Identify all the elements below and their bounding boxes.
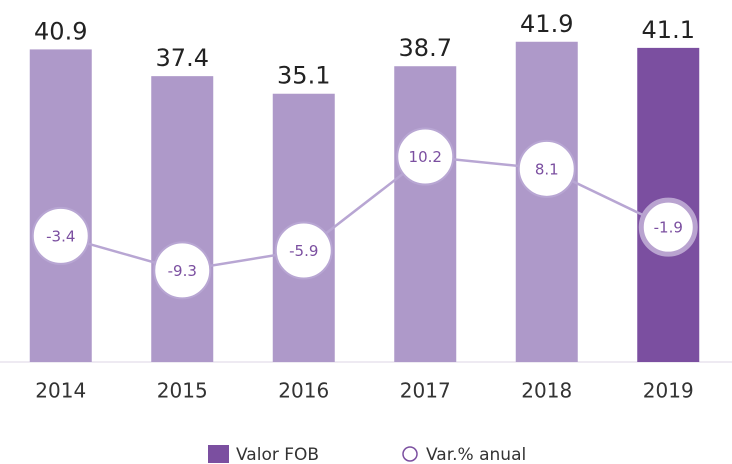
line-marker	[517, 139, 576, 198]
bar	[515, 41, 578, 363]
line-value-label: -9.3	[168, 262, 197, 280]
x-tick-label: 2018	[521, 379, 572, 403]
bar-value-label: 35.1	[277, 62, 330, 90]
bar-value-label: 41.1	[642, 16, 695, 44]
bar	[29, 49, 92, 363]
legend-label: Valor FOB	[236, 445, 319, 464]
x-tick-label: 2016	[278, 379, 329, 403]
line-marker	[638, 197, 698, 257]
legend-swatch	[208, 445, 229, 463]
line-marker	[153, 241, 212, 300]
x-tick-label: 2014	[35, 379, 86, 403]
line-value-label: 10.2	[409, 148, 442, 166]
legend-label: Var.% anual	[426, 445, 526, 464]
line-value-label: -3.4	[46, 227, 75, 245]
line-value-label: -1.9	[654, 219, 683, 237]
x-tick-label: 2015	[157, 379, 208, 403]
x-tick-label: 2017	[400, 379, 451, 403]
bar-value-label: 40.9	[34, 17, 87, 45]
line-value-label: 8.1	[535, 160, 559, 178]
bar	[394, 66, 457, 362]
bar-value-label: 37.4	[156, 44, 209, 72]
line-marker	[396, 127, 455, 186]
line-marker	[274, 221, 333, 280]
x-tick-label: 2019	[643, 379, 694, 403]
bar-value-label: 41.9	[520, 10, 573, 38]
legend-swatch	[402, 446, 418, 462]
line-value-label: -5.9	[289, 242, 318, 260]
bar	[151, 76, 214, 363]
bar-value-label: 38.7	[399, 34, 452, 62]
line-marker	[31, 206, 90, 265]
